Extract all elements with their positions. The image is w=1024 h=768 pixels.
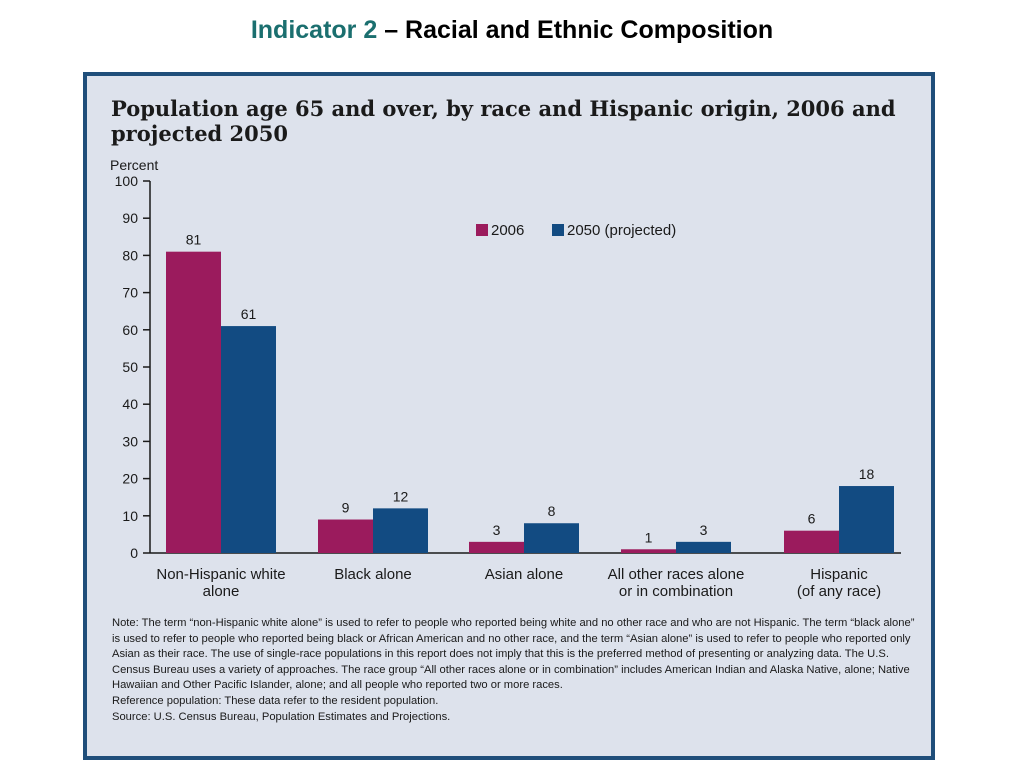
y-tick-label: 40 (122, 396, 138, 412)
data-label: 61 (241, 306, 257, 322)
bar-2050 (839, 486, 894, 553)
bar-2050 (373, 508, 428, 553)
y-tick-label: 60 (122, 322, 138, 338)
y-tick-label: 0 (130, 545, 138, 561)
bar-chart: 0102030405060708090100Percent8161Non-His… (110, 157, 901, 600)
x-tick-label: All other races alone (608, 566, 745, 583)
bar-2006 (784, 530, 839, 553)
data-label: 8 (548, 503, 556, 519)
bar-2006 (469, 541, 524, 553)
slide-title-rest: – Racial and Ethnic Composition (377, 16, 774, 44)
y-tick-label: 80 (122, 247, 138, 263)
data-label: 3 (700, 522, 708, 538)
data-label: 81 (186, 232, 202, 248)
chart-notes: Note: The term “non-Hispanic white alone… (112, 616, 922, 725)
reference-text: Reference population: These data refer t… (112, 694, 439, 707)
data-label: 9 (342, 500, 350, 516)
source-text: Source: U.S. Census Bureau, Population E… (112, 710, 451, 723)
y-axis-label: Percent (110, 157, 158, 173)
legend-swatch-2006 (476, 224, 488, 236)
y-tick-label: 100 (115, 173, 139, 189)
data-label: 18 (859, 466, 875, 482)
bar-2006 (166, 251, 221, 553)
data-label: 3 (493, 522, 501, 538)
bar-2006 (318, 519, 373, 553)
data-label: 1 (645, 529, 653, 545)
legend-swatch-2050 (552, 224, 564, 236)
legend-label: 2006 (491, 222, 524, 239)
x-tick-label: Asian alone (485, 566, 563, 583)
legend-label: 2050 (projected) (567, 222, 676, 239)
y-tick-label: 90 (122, 210, 138, 226)
x-tick-label: Hispanic (810, 566, 868, 583)
y-tick-label: 50 (122, 359, 138, 375)
y-tick-label: 30 (122, 433, 138, 449)
x-tick-label: or in combination (619, 583, 733, 600)
x-tick-label: alone (203, 583, 240, 600)
x-tick-label: Non-Hispanic white (156, 566, 285, 583)
chart-panel: Population age 65 and over, by race and … (83, 72, 935, 760)
y-tick-label: 20 (122, 471, 138, 487)
x-tick-label: Black alone (334, 566, 412, 583)
bar-2006 (621, 549, 676, 553)
x-tick-label: (of any race) (797, 583, 881, 600)
bar-2050 (524, 523, 579, 553)
data-label: 6 (808, 511, 816, 527)
chart-title: Population age 65 and over, by race and … (111, 96, 896, 146)
note-text: Note: The term “non-Hispanic white alone… (112, 617, 915, 692)
slide-title-accent: Indicator 2 (250, 16, 378, 44)
slide-title: Indicator 2 – Racial and Ethnic Composit… (0, 16, 1024, 45)
y-tick-label: 10 (122, 508, 138, 524)
bar-2050 (221, 326, 276, 553)
y-tick-label: 70 (122, 285, 138, 301)
data-label: 12 (393, 488, 409, 504)
bar-2050 (676, 541, 731, 553)
